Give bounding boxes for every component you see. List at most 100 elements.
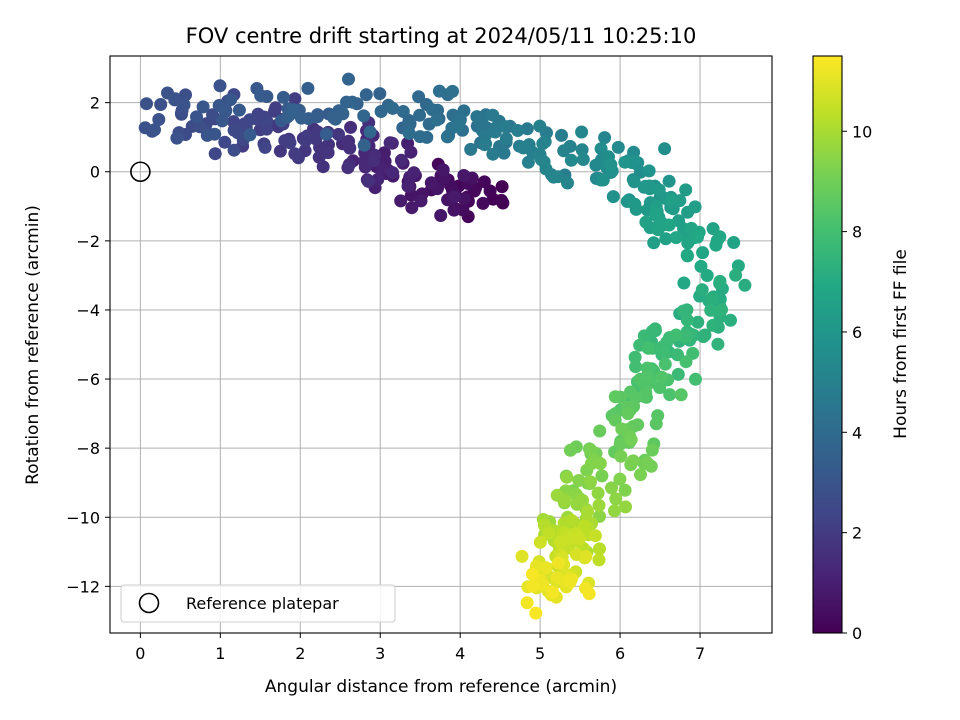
data-point (486, 147, 500, 161)
data-point (486, 108, 500, 122)
data-point (413, 108, 427, 122)
colorbar-ticks: 0 2 4 6 8 10 (842, 122, 872, 643)
data-point (432, 84, 446, 98)
data-point (727, 236, 741, 249)
data-point (405, 201, 419, 215)
data-point (609, 492, 623, 506)
x-tick-label: 7 (695, 644, 705, 663)
data-point (206, 108, 219, 122)
data-point (200, 128, 214, 142)
data-point (386, 101, 400, 115)
x-tick-label: 0 (135, 644, 145, 663)
data-point (639, 385, 653, 399)
data-point (563, 443, 577, 457)
data-point (374, 105, 388, 118)
data-point (476, 196, 490, 210)
data-point (479, 137, 493, 151)
data-point (361, 174, 375, 188)
data-point (595, 469, 609, 483)
data-point (520, 122, 534, 136)
data-point (341, 161, 355, 175)
data-point (311, 110, 325, 124)
data-point (604, 158, 618, 172)
data-point (554, 535, 567, 549)
data-point (642, 179, 656, 193)
data-point (639, 215, 653, 229)
data-point (529, 606, 543, 620)
data-point (681, 236, 695, 250)
data-point (547, 170, 561, 184)
legend-label: Reference platepar (186, 594, 339, 613)
y-tick-label: −12 (66, 577, 100, 596)
data-point (663, 388, 677, 402)
data-point (608, 413, 622, 427)
data-point (401, 179, 415, 193)
data-point (386, 166, 400, 180)
data-point (588, 529, 602, 543)
data-point (357, 138, 371, 152)
data-point (608, 504, 621, 518)
data-point (299, 134, 313, 148)
legend-box (120, 584, 396, 623)
data-point (662, 218, 676, 232)
data-point (402, 127, 416, 140)
data-point (704, 303, 718, 317)
data-point (572, 474, 586, 487)
data-point (477, 119, 490, 133)
data-point (218, 104, 232, 118)
data-point (671, 367, 685, 381)
data-point (533, 535, 547, 549)
data-point (621, 407, 635, 421)
data-point (464, 142, 478, 156)
data-point (614, 449, 628, 463)
chart-title: FOV centre drift starting at 2024/05/11 … (186, 24, 697, 48)
data-point (606, 190, 620, 204)
data-point (511, 124, 525, 137)
data-point (582, 587, 596, 601)
data-point (539, 162, 553, 176)
data-point (515, 549, 529, 563)
data-point (213, 79, 227, 93)
data-point (232, 103, 246, 117)
data-point (584, 475, 597, 489)
data-point (575, 125, 589, 139)
data-point (738, 278, 752, 292)
data-point (694, 259, 708, 273)
data-point (563, 575, 577, 589)
data-point (619, 500, 632, 514)
data-point (283, 136, 297, 150)
data-point (618, 155, 632, 169)
data-point (662, 174, 676, 188)
x-tick-label: 3 (375, 644, 385, 663)
y-tick-label: −8 (76, 439, 100, 458)
data-point (396, 105, 410, 118)
x-axis-label: Angular distance from reference (arcmin) (265, 677, 617, 697)
data-point (550, 571, 564, 585)
data-point (613, 437, 627, 451)
data-point (681, 205, 695, 219)
data-point (575, 143, 589, 157)
data-point (696, 246, 710, 260)
data-point (489, 121, 503, 135)
data-point (615, 422, 629, 436)
data-point (254, 89, 268, 103)
data-point (591, 486, 605, 500)
data-point (407, 166, 421, 180)
data-point (208, 147, 222, 161)
data-point (592, 498, 606, 512)
y-tick-label: 2 (90, 94, 100, 113)
data-point (161, 86, 174, 100)
data-point (626, 454, 640, 468)
data-point (669, 328, 683, 342)
colorbar (812, 55, 843, 634)
data-point (243, 128, 257, 142)
data-point (344, 120, 358, 134)
y-tick-label: −4 (76, 301, 100, 320)
data-point (706, 318, 720, 332)
data-point (154, 98, 168, 111)
data-point (565, 514, 579, 528)
data-point (564, 153, 578, 167)
data-point (705, 291, 719, 305)
data-point (447, 203, 461, 217)
data-point (413, 130, 427, 144)
